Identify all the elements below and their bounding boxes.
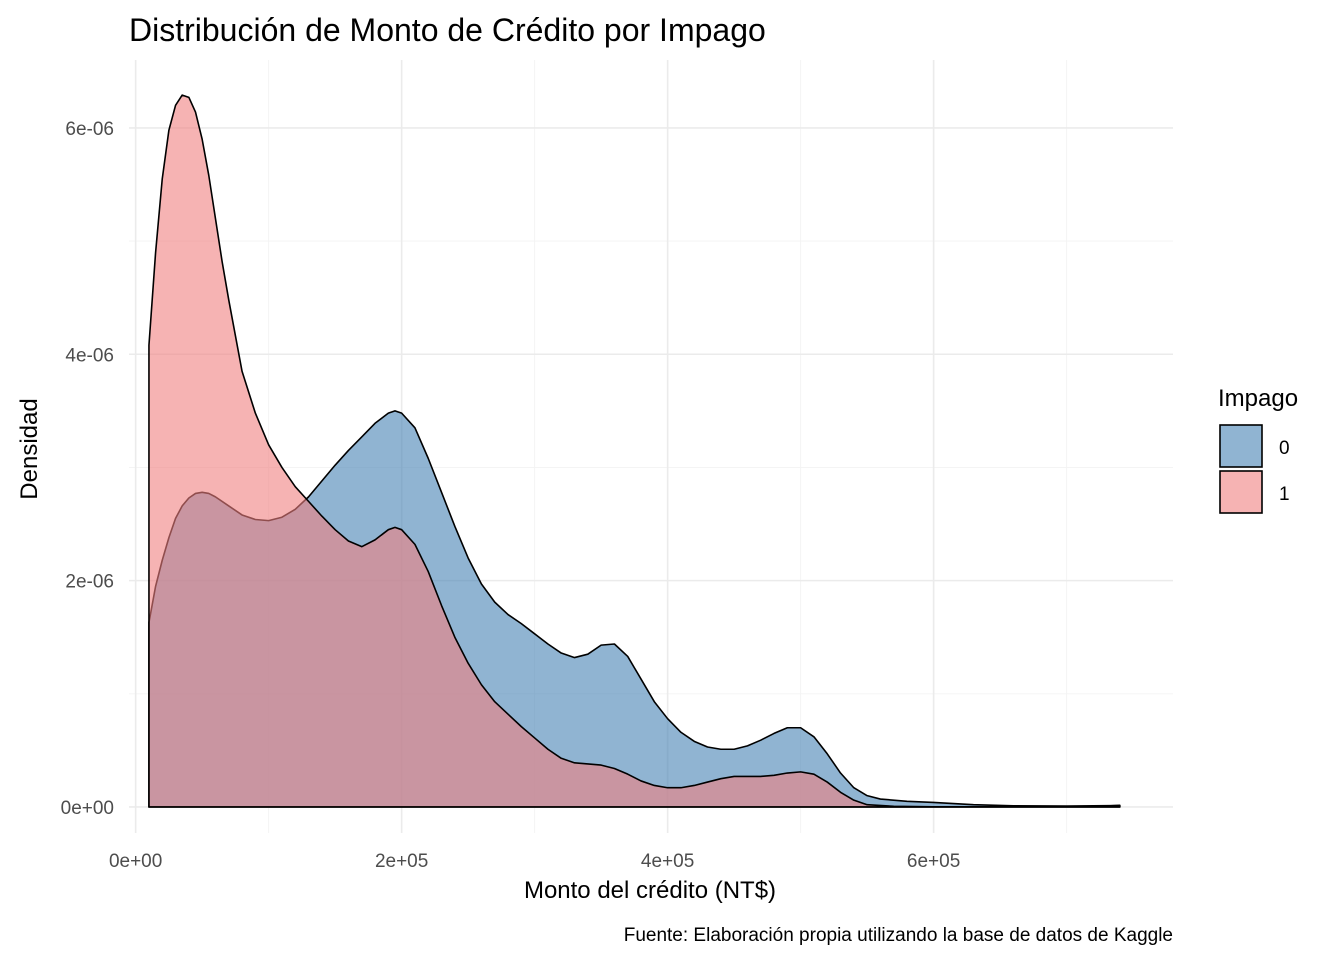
chart-caption: Fuente: Elaboración propia utilizando la… bbox=[624, 925, 1173, 946]
y-tick-label: 6e-06 bbox=[65, 119, 114, 140]
legend-label-1: 1 bbox=[1279, 484, 1290, 505]
legend-items: 01 bbox=[1219, 424, 1290, 514]
y-tick-label: 4e-06 bbox=[65, 345, 114, 366]
x-tick-label: 4e+05 bbox=[641, 851, 694, 872]
y-axis-label: Densidad bbox=[16, 398, 43, 499]
legend-label-0: 0 bbox=[1279, 438, 1290, 459]
y-axis-ticks: 0e+00 2e-06 4e-06 6e-06 bbox=[61, 119, 114, 819]
y-tick-label: 0e+00 bbox=[61, 798, 114, 819]
legend-key-1 bbox=[1219, 470, 1263, 514]
x-tick-label: 6e+05 bbox=[907, 851, 960, 872]
y-tick-label: 2e-06 bbox=[65, 572, 114, 593]
x-axis-label: Monto del crédito (NT$) bbox=[524, 877, 776, 904]
legend: Impago 01 bbox=[1218, 385, 1298, 514]
legend-title: Impago bbox=[1218, 385, 1298, 412]
legend-key-0 bbox=[1219, 424, 1263, 468]
density-areas bbox=[148, 94, 1121, 808]
x-tick-label: 2e+05 bbox=[375, 851, 428, 872]
x-axis-ticks: 0e+00 2e+05 4e+05 6e+05 bbox=[109, 851, 960, 872]
x-tick-label: 0e+00 bbox=[109, 851, 162, 872]
density-area-series-1 bbox=[148, 94, 1121, 808]
chart-title: Distribución de Monto de Crédito por Imp… bbox=[129, 12, 766, 48]
